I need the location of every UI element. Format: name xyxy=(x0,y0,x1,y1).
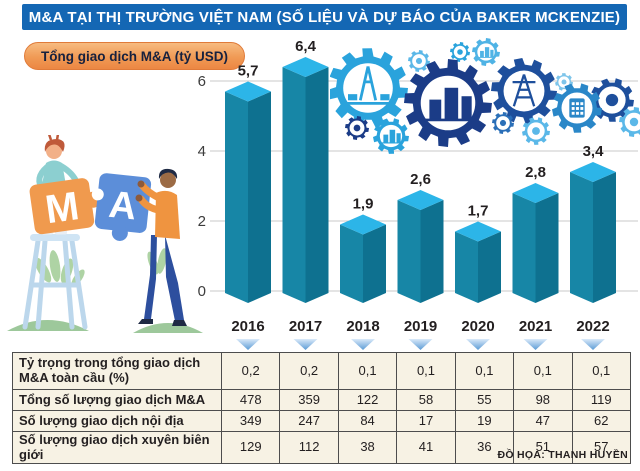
ma-puzzle-people-illustration: M A xyxy=(7,135,203,333)
x-axis-year-label: 2021 xyxy=(519,318,552,335)
stool-icon xyxy=(22,234,88,330)
gear-icon xyxy=(404,59,492,147)
ma-statistics-table: Tỷ trọng trong tổng giao dịch M&A toàn c… xyxy=(12,352,632,465)
x-axis-year-label: 2020 xyxy=(461,318,494,335)
cell-value: 41 xyxy=(396,430,456,465)
cell-value: 112 xyxy=(279,430,339,465)
table-row: Tỷ trọng trong tổng giao dịch M&A toàn c… xyxy=(12,352,632,390)
bar-value-label: 2,8 xyxy=(525,164,546,181)
bar-value-label: 6,4 xyxy=(295,38,317,55)
gear-icon xyxy=(345,116,369,140)
column-pointer-triangle-icon xyxy=(523,339,548,350)
cell-value: 84 xyxy=(337,410,398,432)
bar-value-label: 5,7 xyxy=(238,63,259,80)
bar-2018 xyxy=(340,214,386,303)
column-pointer-triangle-icon xyxy=(408,339,433,350)
puzzle-piece-a-icon: A xyxy=(91,173,152,241)
row-label: Tỷ trọng trong tổng giao dịch M&A toàn c… xyxy=(12,352,222,390)
row-label: Số lượng giao dịch nội địa xyxy=(12,410,222,432)
cell-value: 247 xyxy=(279,410,339,432)
gear-icon xyxy=(472,38,500,66)
graphics-credit: ĐỒ HỌA: THANH HUYỀN xyxy=(497,449,628,461)
gear-icon xyxy=(330,48,408,128)
y-axis-tick-label: 2 xyxy=(198,213,206,230)
column-pointer-triangle-icon xyxy=(466,339,490,350)
cell-value: 359 xyxy=(279,389,339,411)
table-row: Số lượng giao dịch xuyên biên giới 129 112… xyxy=(12,430,632,465)
cell-value: 19 xyxy=(454,410,515,432)
industry-gears-illustration xyxy=(330,38,640,154)
cell-value: 129 xyxy=(220,430,281,465)
x-axis-year-label: 2022 xyxy=(576,318,609,335)
cell-value: 0,1 xyxy=(337,352,398,390)
column-pointer-triangle-icon xyxy=(581,339,605,350)
puzzle-piece-m-icon: M xyxy=(29,178,102,235)
cell-value: 17 xyxy=(396,410,456,432)
bar-value-label: 2,6 xyxy=(410,171,431,188)
cell-value: 0,1 xyxy=(513,352,573,390)
cell-value: 119 xyxy=(571,389,632,411)
column-pointer-triangle-icon xyxy=(293,339,318,350)
row-label: Số lượng giao dịch xuyên biên giới xyxy=(12,430,222,465)
column-pointer-triangle-icon xyxy=(236,339,260,350)
cell-value: 0,1 xyxy=(571,352,632,390)
cell-value: 58 xyxy=(396,389,456,411)
cell-value: 47 xyxy=(513,410,573,432)
cell-value: 0,1 xyxy=(454,352,515,390)
bar-2019 xyxy=(397,190,444,303)
gear-icon xyxy=(522,117,550,145)
cell-value: 51 xyxy=(513,430,573,465)
bar-value-label: 1,9 xyxy=(353,196,374,213)
gear-icon xyxy=(373,118,409,154)
cell-value: 57 xyxy=(571,430,632,465)
bar-2021 xyxy=(512,183,559,303)
leaves-icon xyxy=(34,248,167,287)
cell-value: 0,1 xyxy=(396,352,456,390)
cell-value: 478 xyxy=(220,389,281,411)
bar-2017 xyxy=(282,57,329,303)
column-pointer-triangle-icon xyxy=(351,339,375,350)
gear-icon xyxy=(619,107,640,137)
grass-mound-icon xyxy=(133,323,203,333)
cell-value: 98 xyxy=(513,389,573,411)
cell-value: 122 xyxy=(337,389,398,411)
bar-2022 xyxy=(570,162,616,303)
page-title: M&A TẠI THỊ TRƯỜNG VIỆT NAM (SỐ LIỆU VÀ … xyxy=(22,4,627,30)
x-axis-year-label: 2019 xyxy=(404,318,437,335)
table-row: Tổng số lượng giao dịch M&A 478 359 122 58 55… xyxy=(12,389,632,411)
svg-text:M: M xyxy=(43,184,82,232)
bar-value-label: 1,7 xyxy=(468,203,489,220)
cell-value: 349 xyxy=(220,410,281,432)
gear-icon xyxy=(492,112,514,134)
table-row: Số lượng giao dịch nội địa 349 247 84 17 19 47… xyxy=(12,410,632,432)
x-axis-year-label: 2018 xyxy=(346,318,379,335)
bar-2020 xyxy=(455,221,501,303)
gear-icon xyxy=(491,58,557,124)
cell-value: 55 xyxy=(454,389,515,411)
y-axis-tick-label: 0 xyxy=(198,283,206,300)
x-axis-year-label: 2017 xyxy=(289,318,322,335)
bar-2016 xyxy=(225,81,271,303)
cell-value: 62 xyxy=(571,410,632,432)
cell-value: 0,2 xyxy=(220,352,281,390)
bar-value-label: 3,4 xyxy=(583,143,605,160)
grass-mound-icon xyxy=(7,320,89,331)
cell-value: 38 xyxy=(337,430,398,465)
man-figure xyxy=(135,168,187,326)
svg-text:A: A xyxy=(107,184,139,229)
y-axis-tick-label: 6 xyxy=(198,73,206,90)
gear-icon xyxy=(408,50,430,72)
row-label: Tổng số lượng giao dịch M&A xyxy=(12,389,222,411)
gear-icon xyxy=(450,42,470,62)
y-axis-tick-label: 4 xyxy=(198,143,206,160)
chart-title-badge: Tổng giao dịch M&A (tỷ USD) xyxy=(24,42,245,70)
x-axis-year-label: 2016 xyxy=(231,318,264,335)
gear-icon xyxy=(552,83,602,133)
cell-value: 0,2 xyxy=(279,352,339,390)
